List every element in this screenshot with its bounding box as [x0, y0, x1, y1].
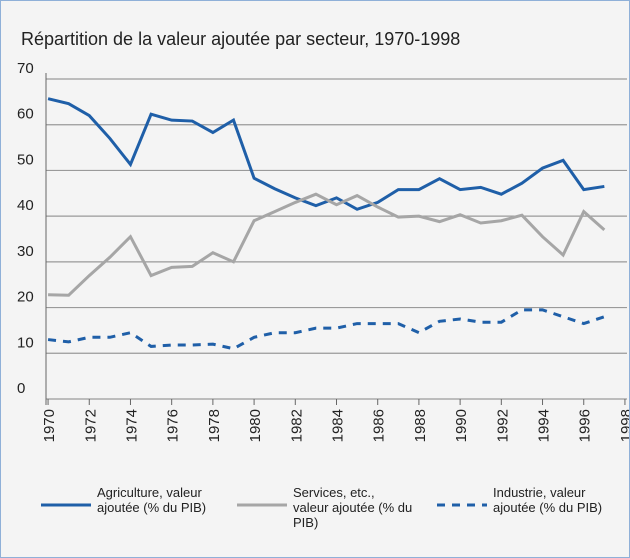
y-tick-label: 0 [17, 380, 25, 397]
y-tick-label: 50 [17, 151, 34, 168]
x-tick-label: 1996 [577, 409, 594, 442]
x-tick-label: 1988 [412, 409, 429, 442]
y-tick-label: 20 [17, 289, 34, 306]
series-line [48, 192, 606, 297]
y-tick-label: 30 [17, 243, 34, 260]
x-tick-label: 1992 [494, 409, 511, 442]
x-tick-label: 1972 [82, 409, 99, 442]
x-tick-label: 1982 [288, 409, 305, 442]
y-tick-label: 40 [17, 197, 34, 214]
x-tick-label: 1990 [453, 409, 470, 442]
x-tick-label: 1980 [247, 409, 264, 442]
x-tick-label: 1994 [536, 409, 553, 442]
x-tick-label: 1974 [123, 409, 140, 442]
y-tick-label: 10 [17, 334, 34, 351]
x-tick-label: 1976 [165, 409, 182, 442]
x-tick-label: 1998 [618, 409, 629, 442]
legend-label: Industrie, valeur ajoutée (% du PIB) [493, 485, 603, 515]
y-tick-label: 60 [17, 106, 34, 123]
series-line [47, 97, 605, 211]
x-tick-label: 1984 [330, 409, 347, 442]
legend-label: Agriculture, valeur ajoutée (% du PIB) [97, 485, 207, 515]
x-tick-label: 1978 [206, 409, 223, 442]
series-line [47, 308, 605, 351]
x-tick-label: 1970 [41, 409, 58, 442]
chart-title: Répartition de la valeur ajoutée par sec… [21, 29, 460, 49]
x-tick-label: 1986 [371, 409, 388, 442]
y-tick-label: 70 [17, 60, 34, 77]
legend-label: Services, etc., valeur ajoutée (% du PIB… [293, 485, 413, 530]
